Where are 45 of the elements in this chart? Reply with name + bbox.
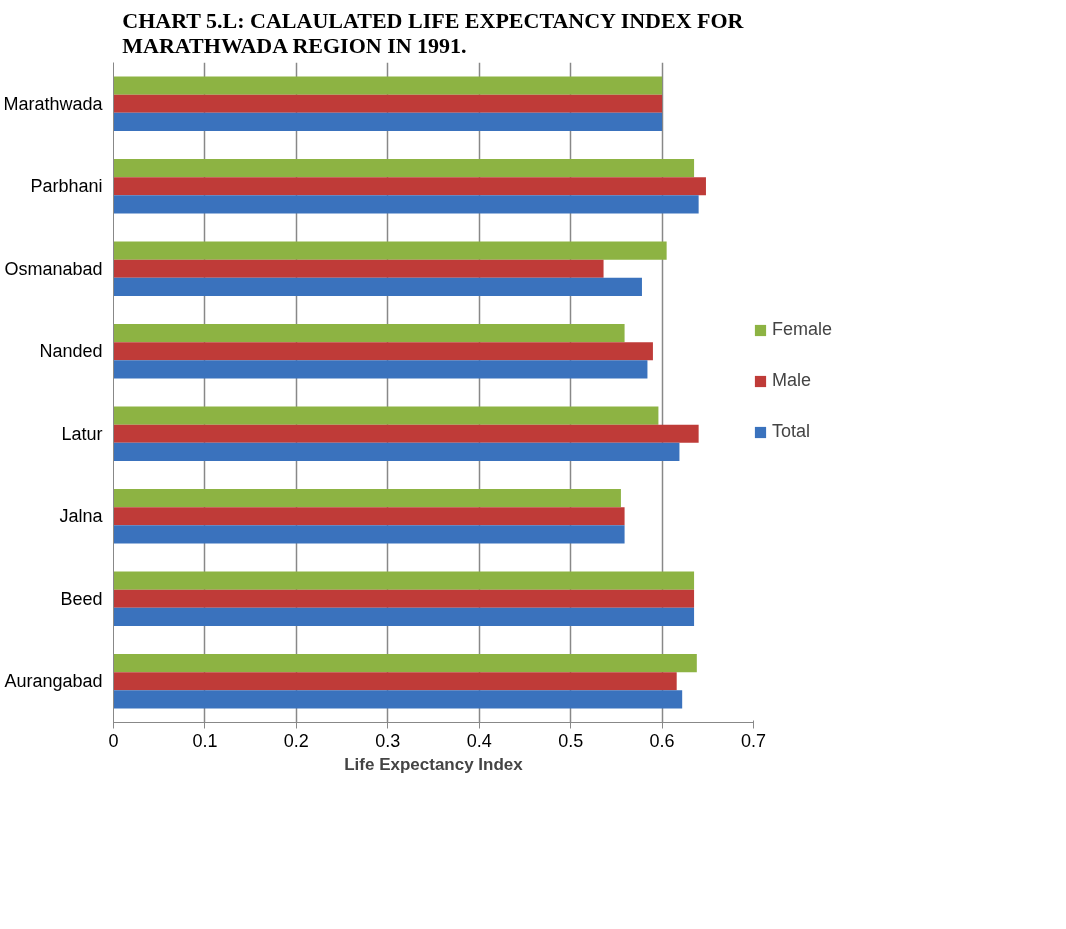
bar: [113, 507, 625, 526]
bar: [113, 654, 697, 673]
bar: [113, 195, 699, 214]
x-tick-label: 0.2: [283, 730, 309, 751]
bar: [113, 489, 621, 508]
legend-label: Female: [772, 319, 833, 340]
y-tick-label: Beed: [60, 588, 103, 609]
y-tick-label: Parbhani: [30, 176, 103, 197]
bar: [113, 259, 604, 278]
bar: [113, 442, 680, 461]
bar: [113, 424, 699, 443]
legend-label: Total: [772, 421, 811, 442]
x-axis-title: Life Expectancy Index: [344, 754, 524, 774]
x-tick-label: 0.6: [649, 730, 675, 751]
x-tick-label: 0.3: [375, 730, 401, 751]
bar: [113, 690, 683, 709]
y-tick-label: Aurangabad: [4, 671, 103, 692]
bar: [113, 112, 663, 131]
x-tick-label: 0.7: [740, 730, 767, 751]
x-tick-label: 0.1: [192, 730, 218, 751]
bar: [113, 571, 695, 590]
x-tick-label: 0.5: [558, 730, 584, 751]
bar: [113, 94, 663, 113]
bar: [113, 672, 677, 691]
bar: [113, 277, 642, 296]
y-tick-label: Jalna: [59, 506, 104, 527]
legend-label: Male: [772, 370, 812, 391]
bar: [113, 589, 695, 608]
bar: [113, 177, 706, 196]
bar: [113, 241, 667, 260]
y-tick-label: Marathwada: [3, 93, 104, 114]
x-tick-label: 0: [108, 730, 119, 751]
bar: [113, 159, 695, 178]
y-tick-label: Latur: [61, 423, 103, 444]
bar: [113, 607, 695, 626]
bar: [113, 360, 648, 379]
chart-title: CHART 5.L: CALAULATED LIFE EXPECTANCY INDEX FOR MARATHWADA REGION IN 1991.: [122, 7, 745, 58]
y-tick-label: Osmanabad: [4, 258, 103, 279]
bar: [113, 76, 663, 95]
x-tick-label: 0.4: [466, 730, 492, 751]
y-tick-label: Nanded: [39, 341, 103, 362]
bar: [113, 525, 625, 544]
bar: [113, 406, 659, 425]
bar: [113, 324, 625, 343]
bar: [113, 342, 653, 361]
